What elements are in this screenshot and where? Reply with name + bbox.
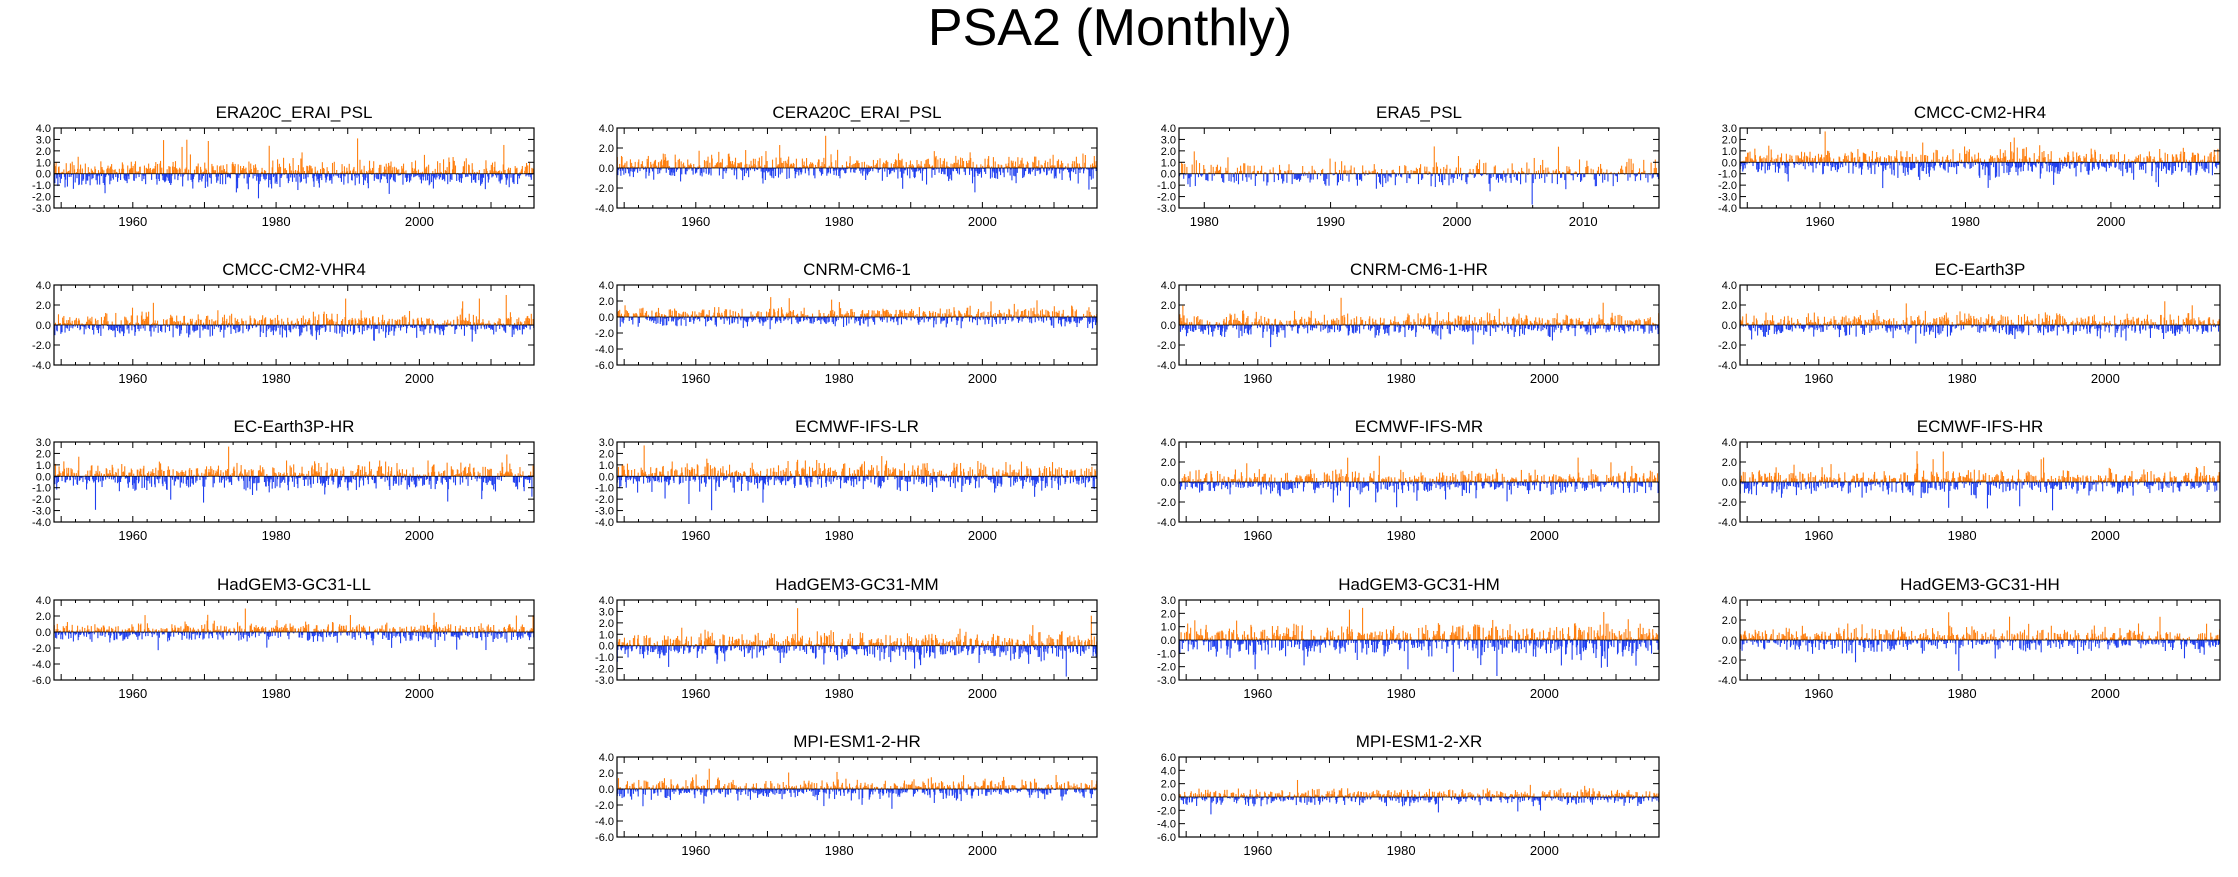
y-tick-label: 4.0: [36, 280, 51, 292]
y-tick-label: -2.0: [32, 192, 51, 204]
y-tick-label: -2.0: [1157, 192, 1176, 204]
panel-era5-psl: ERA5_PSL -3.0-2.0-1.00.01.02.03.04.0 1980 1…: [1157, 103, 1660, 229]
x-tick-label: 2000: [405, 214, 434, 229]
y-tick-label: -3.0: [1718, 192, 1737, 204]
y-tick-label: 3.0: [1161, 134, 1176, 146]
y-tick-label: 2.0: [36, 300, 51, 312]
panel-cmcc-cm2-vhr4: CMCC-CM2-VHR4 -4.0 -2.0 0.0 2.0 4.0 1960 1980 20…: [32, 260, 535, 386]
y-tick-label: 1.0: [1161, 157, 1176, 169]
y-tick-label: 0.0: [599, 312, 614, 324]
plot-frame: [616, 284, 1098, 366]
y-tick-label: 2.0: [599, 143, 614, 155]
y-tick-label: -6.0: [595, 360, 614, 372]
bar-series: [1739, 131, 2221, 189]
x-tick-label: 1960: [118, 371, 147, 386]
y-tick-label: -2.0: [595, 328, 614, 340]
y-tick-label: -2.0: [1718, 180, 1737, 192]
x-tick-label: 2000: [2096, 214, 2125, 229]
y-tick-label: 4.0: [36, 123, 51, 135]
x-tick-label: 2000: [968, 214, 997, 229]
y-tick-label: 1.0: [36, 157, 51, 169]
plot-frame: [53, 127, 535, 209]
panel-era20c-erai-psl: ERA20C_ERAI_PSL -3.0-2.0-1.00.01.02.03.04…: [32, 103, 535, 229]
bar-series: [53, 138, 535, 199]
panel-title: CNRM-CM6-1: [803, 260, 911, 279]
panel-title: ERA5_PSL: [1376, 103, 1462, 122]
y-tick-label: -2.0: [32, 340, 51, 352]
y-tick-label: -4.0: [595, 203, 614, 215]
x-tick-label: 1960: [1806, 214, 1835, 229]
plot-frame: [1178, 127, 1660, 209]
x-tick-label: 2000: [405, 371, 434, 386]
x-tick-label: 1990: [1316, 214, 1345, 229]
panel-title: CMCC-CM2-HR4: [1914, 103, 2046, 122]
y-tick-label: 1.0: [1722, 146, 1737, 158]
y-tick-label: -4.0: [1718, 203, 1737, 215]
bar-series: [53, 294, 535, 342]
y-tick-label: 2.0: [599, 296, 614, 308]
x-tick-label: 1980: [262, 214, 291, 229]
x-tick-label: 1980: [1190, 214, 1219, 229]
panel-title: ERA20C_ERAI_PSL: [216, 103, 373, 122]
y-tick-label: 0.0: [36, 320, 51, 332]
x-tick-label: 2010: [1569, 214, 1598, 229]
y-tick-label: -3.0: [1157, 203, 1176, 215]
y-tick-label: 3.0: [36, 134, 51, 146]
x-tick-label: 2000: [1442, 214, 1471, 229]
bar-series: [616, 135, 1098, 193]
panel-cmcc-cm2-hr4: CMCC-CM2-HR4 -4.0-3.0-2.0-1.00.01.02.03.0…: [1718, 103, 2221, 229]
x-tick-label: 1960: [118, 214, 147, 229]
y-tick-label: 0.0: [1722, 157, 1737, 169]
y-tick-label: -4.0: [595, 344, 614, 356]
y-tick-label: 0.0: [36, 169, 51, 181]
x-tick-label: 1980: [262, 371, 291, 386]
panel-title: CMCC-CM2-VHR4: [222, 260, 366, 279]
y-tick-label: 4.0: [1161, 123, 1176, 135]
y-tick-label: -4.0: [32, 360, 51, 372]
panel-title: CERA20C_ERAI_PSL: [772, 103, 941, 122]
x-tick-label: 1980: [825, 214, 854, 229]
panel-cera20c-erai-psl: CERA20C_ERAI_PSL -4.0 -2.0 0.0 2.0 4.0 1960 198…: [595, 103, 1098, 229]
y-tick-label: 4.0: [599, 123, 614, 135]
y-tick-label: -1.0: [1157, 180, 1176, 192]
y-tick-label: 4.0: [599, 280, 614, 292]
y-tick-label: 2.0: [1722, 134, 1737, 146]
y-tick-label: 0.0: [599, 163, 614, 175]
bar-series: [1178, 146, 1660, 205]
x-tick-label: 1980: [1951, 214, 1980, 229]
panels: ERA20C_ERAI_PSL-3.0-2.0-1.00.01.02.03.04…: [32, 103, 2221, 858]
y-tick-label: -3.0: [32, 203, 51, 215]
y-tick-label: -2.0: [595, 183, 614, 195]
figure-title: PSA2 (Monthly): [928, 0, 1292, 57]
y-tick-label: 2.0: [1161, 146, 1176, 158]
y-tick-label: 0.0: [1161, 169, 1176, 181]
y-tick-label: 2.0: [36, 146, 51, 158]
y-tick-label: -1.0: [1718, 169, 1737, 181]
bar-series: [616, 297, 1098, 330]
x-tick-label: 1960: [681, 214, 710, 229]
y-tick-label: -1.0: [32, 180, 51, 192]
y-tick-label: 3.0: [1722, 123, 1737, 135]
